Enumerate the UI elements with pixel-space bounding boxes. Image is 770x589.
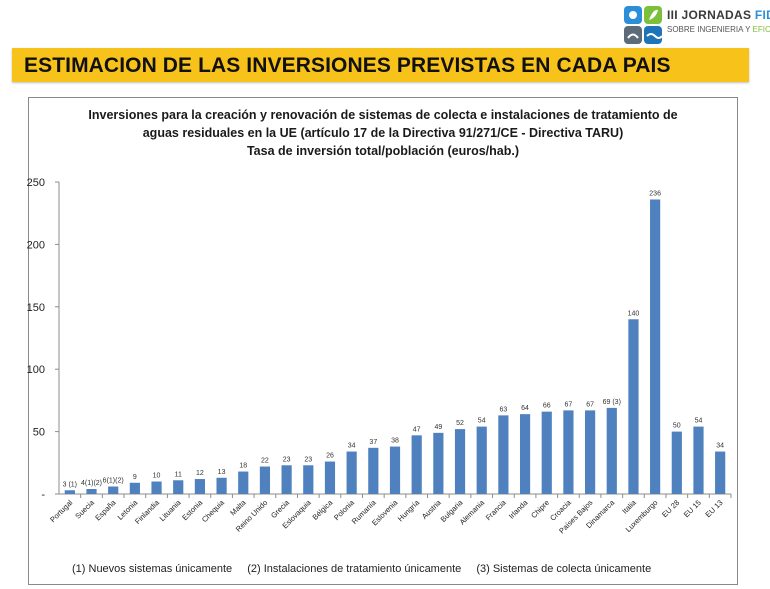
x-tick-label: España [93, 497, 118, 522]
bar [389, 446, 401, 494]
data-label: 49 [434, 424, 442, 431]
bar [715, 451, 726, 494]
data-label: 67 [586, 401, 594, 408]
y-tick-label: 50 [33, 427, 45, 439]
bar [433, 432, 444, 494]
bar [324, 461, 336, 494]
x-tick-label: Bélgica [311, 497, 335, 521]
bar [238, 471, 249, 494]
bar [151, 481, 162, 494]
data-label: 6(1)(2) [103, 478, 124, 485]
data-label: 34 [348, 443, 356, 450]
x-tick-label: Francia [484, 497, 509, 522]
bar [519, 414, 531, 494]
data-label: 23 [283, 456, 291, 463]
x-tick-label: EU 15 [682, 498, 703, 519]
footnote-1: (1) Nuevos sistemas únicamente [72, 563, 233, 575]
title-banner: ESTIMACION DE LAS INVERSIONES PREVISTAS … [12, 48, 749, 82]
data-label: 11 [175, 471, 182, 478]
logo [622, 4, 768, 46]
chart-title: Inversiones para la creación y renovació… [30, 106, 736, 160]
bar [498, 415, 509, 494]
data-label: 66 [543, 403, 551, 410]
bar [585, 410, 596, 494]
data-label: 23 [304, 456, 312, 463]
x-tick-label: Lituania [158, 497, 184, 523]
bar [129, 482, 140, 494]
data-label: 69 (3) [603, 399, 621, 406]
bar [303, 465, 314, 494]
chart-footnotes: (1) Nuevos sistemas únicamente (2) Insta… [72, 563, 663, 575]
data-label: 47 [413, 426, 421, 433]
bar [346, 451, 357, 494]
data-label: 12 [196, 470, 204, 477]
bar [606, 407, 617, 494]
x-tick-label: EU 28 [660, 498, 681, 519]
bar [259, 466, 271, 494]
data-label: 63 [499, 406, 507, 413]
bar [173, 480, 184, 494]
bar [194, 479, 205, 494]
footnote-3: (3) Sistemas de colecta únicamente [476, 563, 652, 575]
data-label: 26 [326, 453, 334, 460]
data-label: 236 [649, 190, 661, 197]
logo-subtitle: SOBRE INGENIERIA Y EFICIENCIA [667, 25, 770, 34]
data-label: 67 [565, 401, 573, 408]
data-label: 9 [133, 474, 137, 481]
x-tick-label: Italia [620, 497, 638, 515]
data-label: 22 [261, 458, 269, 465]
bar [563, 410, 574, 494]
bar [476, 426, 487, 494]
y-tick-label: 200 [27, 239, 45, 251]
x-tick-label: Hungría [396, 497, 422, 523]
page-title: ESTIMACION DE LAS INVERSIONES PREVISTAS … [24, 54, 671, 77]
x-tick-label: EU 13 [703, 498, 724, 519]
y-tick-label: 100 [27, 364, 45, 376]
bar [216, 477, 227, 494]
bar [650, 199, 661, 495]
data-label: 64 [521, 405, 529, 412]
chart-title-line-2: aguas residuales en la UE (artículo 17 d… [142, 126, 624, 140]
bar [281, 465, 292, 494]
x-tick-label: Irlanda [507, 497, 530, 520]
logo-icon [624, 6, 663, 44]
bar [454, 429, 466, 494]
footnote-2: (2) Instalaciones de tratamiento únicame… [247, 563, 462, 575]
chart-title-line-3: Tasa de inversión total/población (euros… [246, 144, 520, 158]
logo-title: III JORNADAS FIDEX [667, 8, 770, 22]
chart-title-line-1: Inversiones para la creación y renovació… [88, 108, 678, 122]
x-tick-label: Portugal [48, 498, 74, 524]
y-tick-label: 150 [27, 302, 45, 314]
bar [411, 435, 422, 494]
bar [671, 431, 682, 494]
bar [541, 411, 552, 494]
bar [368, 447, 379, 494]
data-label: 140 [628, 310, 640, 317]
data-label: 10 [153, 473, 161, 480]
data-label: 37 [369, 439, 377, 446]
y-tick-label: - [41, 489, 45, 501]
bar [108, 486, 119, 494]
bar [693, 426, 704, 494]
x-tick-label: Chequia [200, 497, 227, 524]
data-label: 13 [218, 469, 226, 476]
data-label: 38 [391, 438, 399, 445]
data-label: 54 [478, 418, 486, 425]
bar [628, 319, 639, 494]
chart-frame [28, 97, 738, 585]
data-label: 50 [673, 423, 681, 430]
data-label: 3 (1) [63, 481, 77, 488]
data-label: 34 [716, 443, 724, 450]
data-label: 54 [695, 418, 703, 425]
y-tick-label: 250 [27, 177, 45, 189]
data-label: 18 [239, 463, 247, 470]
x-tick-label: Alemania [458, 497, 487, 526]
bar [86, 489, 97, 494]
data-label: 4(1)(2) [81, 480, 102, 487]
bar [64, 490, 75, 494]
data-label: 52 [456, 420, 464, 427]
x-tick-label: Finlandia [133, 497, 161, 525]
